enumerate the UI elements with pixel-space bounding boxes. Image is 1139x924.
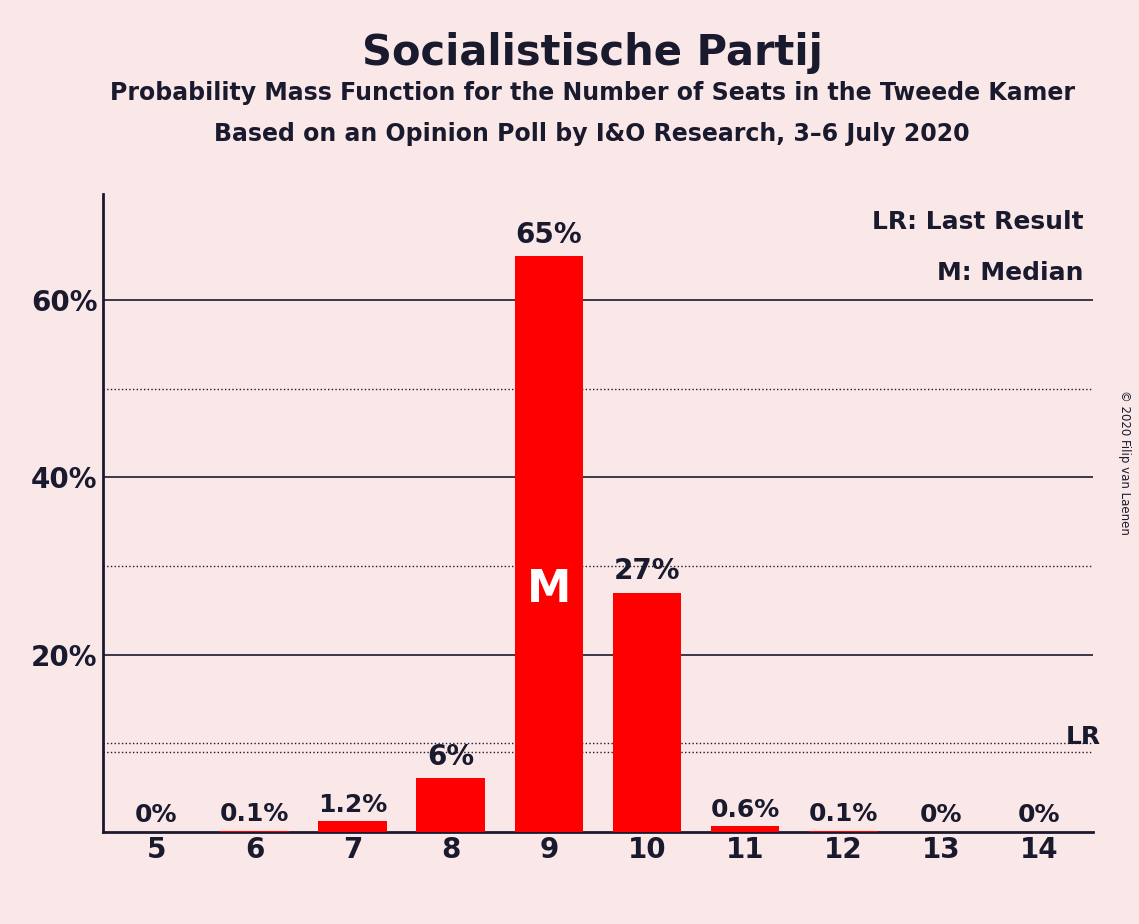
Text: © 2020 Filip van Laenen: © 2020 Filip van Laenen [1118,390,1131,534]
Text: Based on an Opinion Poll by I&O Research, 3–6 July 2020: Based on an Opinion Poll by I&O Research… [214,122,970,146]
Text: 0.1%: 0.1% [220,802,289,826]
Text: Socialistische Partij: Socialistische Partij [362,32,822,74]
Bar [319,821,387,832]
Text: Probability Mass Function for the Number of Seats in the Tweede Kamer: Probability Mass Function for the Number… [109,81,1075,105]
Text: LR: LR [1066,725,1101,749]
Text: M: M [526,568,571,612]
Text: 0.6%: 0.6% [711,797,780,821]
Text: 0%: 0% [1018,803,1060,827]
Text: M: Median: M: Median [937,261,1083,285]
Text: 0.1%: 0.1% [809,802,878,826]
Bar [613,592,681,832]
Text: 0%: 0% [920,803,962,827]
Text: 27%: 27% [614,557,680,586]
Bar [515,256,583,832]
Bar [417,778,485,832]
Text: LR: Last Result: LR: Last Result [872,210,1083,234]
Text: 1.2%: 1.2% [318,793,387,817]
Text: 65%: 65% [516,221,582,249]
Bar [711,826,779,832]
Text: 0%: 0% [136,803,178,827]
Text: 6%: 6% [427,744,474,772]
